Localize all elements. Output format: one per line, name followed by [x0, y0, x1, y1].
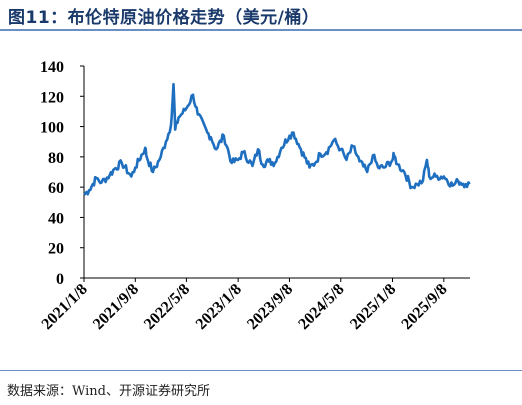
x-tick-label: 2023/1/8 — [193, 281, 245, 333]
x-tick-label: 2025/9/8 — [398, 281, 450, 333]
y-tick-label: 120 — [40, 89, 64, 106]
x-tick-label: 2022/5/8 — [141, 281, 193, 333]
x-tick-label: 2023/9/8 — [244, 281, 296, 333]
series-line-brent — [83, 82, 471, 196]
y-tick-label: 40 — [48, 210, 64, 227]
chart-axes — [83, 66, 470, 279]
y-tick-label: 140 — [40, 59, 64, 76]
title-divider — [0, 29, 522, 31]
y-tick-label: 0 — [56, 271, 64, 288]
x-tick-label: 2025/1/8 — [347, 281, 399, 333]
footer-divider — [0, 370, 522, 371]
x-tick-label: 2021/1/8 — [39, 281, 91, 333]
y-axis-ticks: 0 20 40 60 80 100 120 140 — [40, 59, 84, 288]
x-tick-label: 2021/9/8 — [90, 281, 142, 333]
figure-title: 图11：布伦特原油价格走势（美元/桶） — [8, 8, 320, 28]
source-note: 数据来源：Wind、开源证券研究所 — [7, 384, 210, 399]
y-tick-label: 80 — [48, 150, 64, 167]
y-tick-label: 60 — [48, 180, 64, 197]
x-tick-label: 2024/5/8 — [295, 281, 347, 333]
price-chart: 0 20 40 60 80 100 120 140 2021/1/8 2021/9/82022/… — [39, 59, 471, 333]
y-tick-label: 20 — [48, 241, 64, 258]
y-tick-label: 100 — [40, 120, 64, 137]
